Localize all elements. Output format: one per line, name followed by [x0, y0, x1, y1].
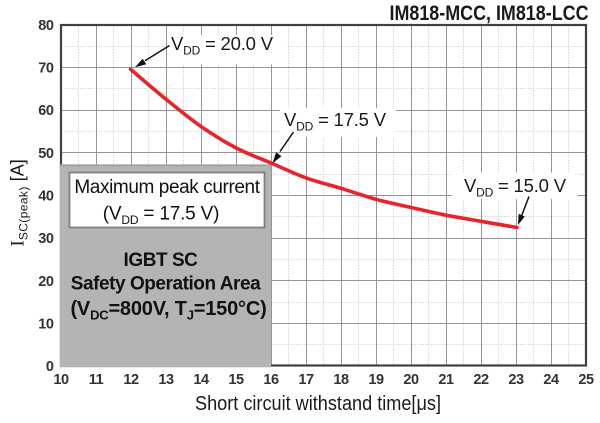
svg-text:60: 60 [38, 103, 54, 119]
svg-text:10: 10 [38, 316, 54, 332]
svg-text:13: 13 [158, 372, 174, 388]
svg-text:0: 0 [46, 359, 54, 375]
svg-text:(VDD = 17.5 V): (VDD = 17.5 V) [103, 204, 219, 228]
svg-text:20: 20 [403, 372, 419, 388]
svg-text:IM818-MCC, IM818-LCC: IM818-MCC, IM818-LCC [390, 2, 589, 25]
svg-text:23: 23 [508, 372, 524, 388]
svg-text:22: 22 [473, 372, 489, 388]
svg-text:19: 19 [368, 372, 384, 388]
svg-text:Maximum peak current: Maximum peak current [74, 177, 260, 198]
svg-text:70: 70 [38, 61, 54, 77]
svg-text:14: 14 [193, 372, 209, 388]
svg-text:16: 16 [263, 372, 279, 388]
svg-text:12: 12 [123, 372, 139, 388]
svg-text:Safety Operation Area: Safety Operation Area [71, 274, 261, 295]
svg-text:17: 17 [298, 372, 314, 388]
svg-text:40: 40 [38, 189, 54, 205]
svg-text:18: 18 [333, 372, 349, 388]
svg-text:15: 15 [228, 372, 244, 388]
svg-text:50: 50 [38, 146, 54, 162]
svg-text:IGBT SC: IGBT SC [124, 250, 199, 271]
svg-text:(VDC=800V, TJ=150°C): (VDC=800V, TJ=150°C) [70, 298, 266, 323]
svg-text:11: 11 [89, 372, 104, 388]
svg-text:VDD = 15.0 V: VDD = 15.0 V [464, 175, 567, 200]
svg-text:21: 21 [438, 372, 454, 388]
svg-text:30: 30 [38, 231, 54, 247]
svg-text:Short circuit withstand time[μ: Short circuit withstand time[μs] [195, 393, 441, 415]
svg-text:80: 80 [38, 18, 54, 34]
svg-text:24: 24 [543, 372, 559, 388]
svg-text:25: 25 [578, 372, 594, 388]
svg-text:10: 10 [53, 372, 69, 388]
svg-text:20: 20 [38, 274, 54, 290]
